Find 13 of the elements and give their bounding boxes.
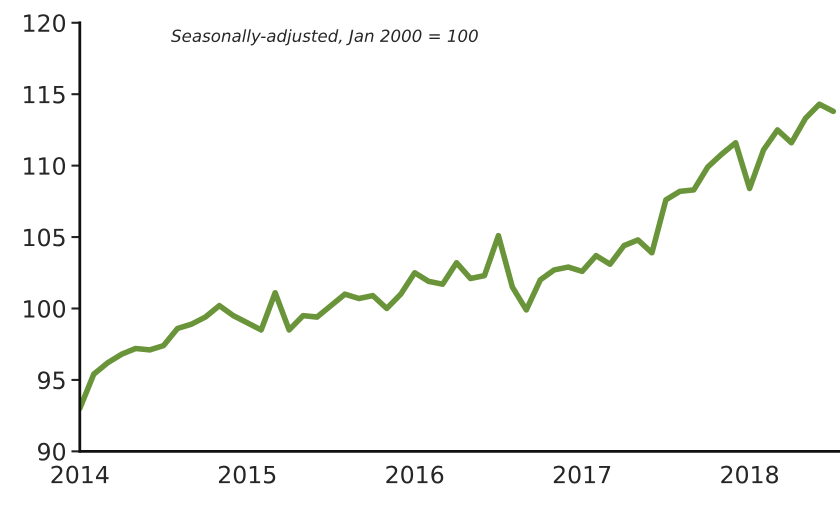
y-tick-label: 90 bbox=[38, 442, 66, 461]
x-tick-label: 2017 bbox=[554, 466, 610, 484]
annotation: Seasonally-adjusted, Jan 2000 = 100 bbox=[171, 29, 478, 46]
x-tick-label: 2016 bbox=[386, 466, 444, 484]
x-tick-label: 2014 bbox=[51, 466, 109, 484]
y-tick-label: 95 bbox=[38, 371, 65, 390]
x-tick-label: 2018 bbox=[721, 466, 778, 484]
y-tick-label: 115 bbox=[24, 86, 65, 104]
y-tick-label: 110 bbox=[24, 157, 66, 175]
y-tick-label: 120 bbox=[24, 14, 66, 32]
y-tick-label: 105 bbox=[24, 228, 65, 246]
y-tick-label: 100 bbox=[24, 300, 66, 318]
x-tick-label: 2015 bbox=[218, 466, 276, 484]
